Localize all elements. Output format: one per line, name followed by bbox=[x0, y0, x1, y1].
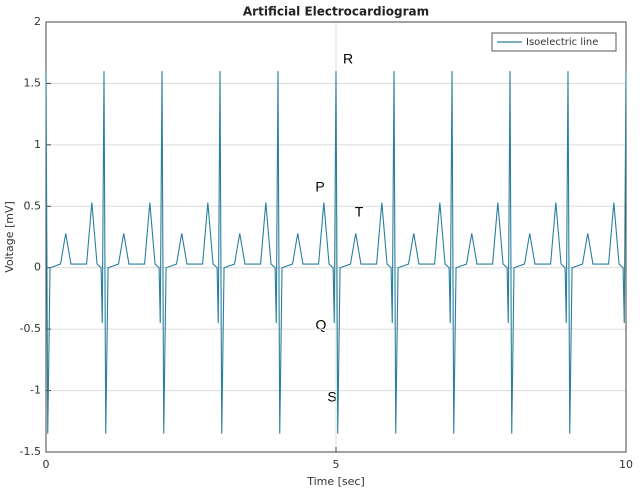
chart-title: Artificial Electrocardiogram bbox=[243, 5, 429, 19]
y-tick-label: 2 bbox=[34, 15, 41, 28]
annotation: T bbox=[355, 204, 364, 220]
y-tick-label: -1.5 bbox=[20, 445, 41, 458]
legend-box bbox=[491, 32, 617, 52]
y-tick-label: 1 bbox=[34, 138, 41, 151]
y-tick-label: -1 bbox=[30, 384, 41, 397]
annotation: P bbox=[315, 179, 324, 195]
y-tick-label: 0.5 bbox=[24, 199, 42, 212]
annotation: S bbox=[327, 389, 336, 405]
legend: Isoelectric line bbox=[491, 32, 617, 52]
data-line bbox=[45, 71, 627, 434]
plot-frame bbox=[45, 21, 627, 453]
y-tick-label: 1.5 bbox=[24, 76, 42, 89]
x-tick-label: 5 bbox=[333, 458, 340, 471]
annotation: Q bbox=[316, 317, 327, 333]
annotation: R bbox=[343, 51, 353, 67]
legend-label: Isoelectric line bbox=[526, 37, 598, 48]
y-tick-label: -0.5 bbox=[20, 322, 41, 335]
y-axis-label: Voltage [mV] bbox=[3, 201, 16, 273]
y-tick-label: 0 bbox=[34, 261, 41, 274]
x-tick-label: 10 bbox=[619, 458, 633, 471]
x-tick-label: 0 bbox=[43, 458, 50, 471]
x-axis-label: Time [sec] bbox=[306, 475, 365, 488]
